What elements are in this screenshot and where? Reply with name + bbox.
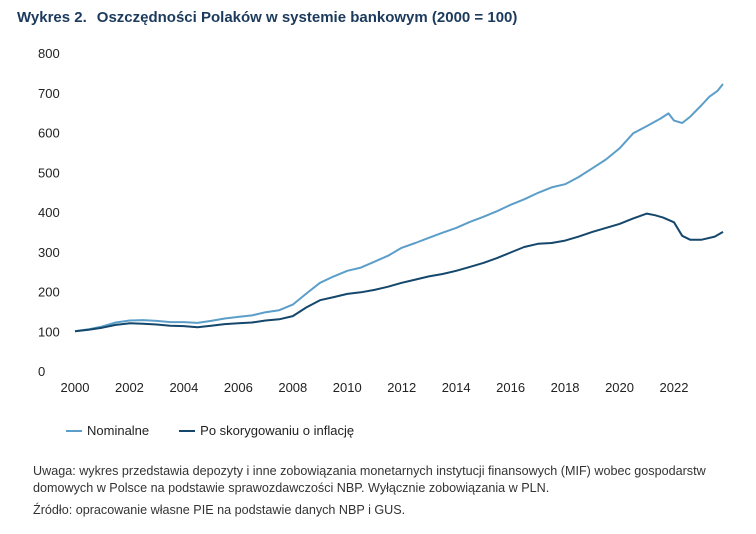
source-text: Źródło: opracowanie własne PIE na podsta…	[33, 503, 406, 517]
legend-swatch-real	[179, 429, 196, 432]
x-tick-label: 2014	[442, 380, 471, 395]
figure-number: Wykres 2.	[17, 9, 87, 26]
legend-item-nominal: Nominalne	[66, 423, 149, 438]
x-tick-label: 2018	[551, 380, 580, 395]
chart-legend: Nominalne Po skorygowaniu o inflację	[66, 423, 354, 438]
y-axis: 0 100 200 300 400 500 600 700 800	[38, 46, 60, 379]
series-line-nominal	[74, 83, 724, 333]
x-tick-label: 2002	[115, 380, 144, 395]
y-tick-label: 500	[38, 165, 60, 180]
legend-label-real: Po skorygowaniu o inflację	[200, 423, 355, 438]
x-tick-label: 2010	[333, 380, 362, 395]
legend-item-real: Po skorygowaniu o inflację	[179, 423, 354, 438]
figure-title: Oszczędności Polaków w systemie bankowym…	[96, 9, 518, 26]
y-tick-label: 400	[38, 205, 60, 220]
x-tick-label: 2012	[387, 380, 416, 395]
x-tick-label: 2006	[224, 380, 253, 395]
x-axis: 2000 2002 2004 2006 2008 2010 2012 2014 2016 2018…	[61, 380, 689, 395]
x-tick-label: 2000	[61, 380, 90, 395]
x-tick-label: 2022	[660, 380, 689, 395]
legend-swatch-nominal	[66, 429, 82, 432]
x-tick-label: 2020	[605, 380, 634, 395]
x-tick-label: 2004	[169, 380, 198, 395]
note-text: Uwaga: wykres przedstawia depozyty i inn…	[33, 464, 706, 495]
y-tick-label: 700	[38, 86, 60, 101]
x-tick-label: 2016	[496, 380, 525, 395]
y-tick-label: 600	[38, 126, 60, 141]
x-tick-label: 2008	[278, 380, 307, 395]
y-tick-label: 100	[38, 324, 60, 339]
y-tick-label: 0	[38, 364, 45, 379]
y-tick-label: 300	[38, 245, 60, 260]
y-tick-label: 200	[38, 285, 60, 300]
chart-series	[74, 83, 724, 333]
legend-label-nominal: Nominalne	[87, 423, 150, 438]
y-tick-label: 800	[38, 46, 60, 61]
series-line-real	[74, 212, 724, 333]
chart-title: Wykres 2. Oszczędności Polaków w systemie…	[17, 9, 517, 26]
chart-notes: Uwaga: wykres przedstawia depozyty i inn…	[33, 463, 743, 519]
